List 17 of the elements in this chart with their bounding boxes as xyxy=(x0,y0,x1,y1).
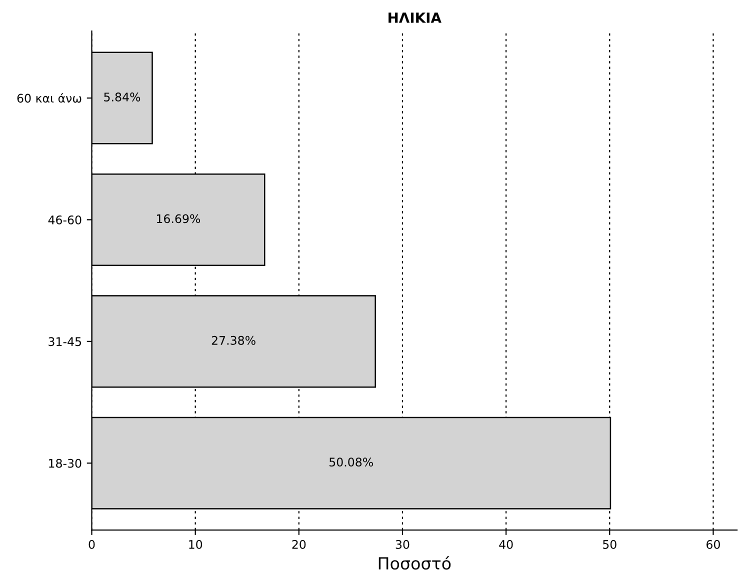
x-axis-title: Ποσοστό xyxy=(378,556,451,570)
x-tick-label: 20 xyxy=(292,540,306,549)
x-tick-label: 50 xyxy=(603,540,616,549)
data-label: 27.38% xyxy=(212,336,256,345)
y-tick-label: 18-30 xyxy=(49,458,82,468)
chart-title: ΗΛΙΚΙΑ xyxy=(388,12,442,23)
x-tick-label: 60 xyxy=(706,540,720,549)
y-tick-label: 31-45 xyxy=(48,337,82,346)
y-tick-label: 46-60 xyxy=(48,215,82,224)
x-tick-label: 10 xyxy=(189,540,202,549)
x-tick-label: 30 xyxy=(396,540,410,549)
data-label: 50.08% xyxy=(330,458,373,467)
data-label: 5.84% xyxy=(104,92,140,102)
x-tick-label: 0 xyxy=(88,540,95,549)
data-label: 16.69% xyxy=(156,214,200,224)
y-tick-label: 60 και άνω xyxy=(17,93,82,103)
x-tick-label: 40 xyxy=(499,540,513,549)
